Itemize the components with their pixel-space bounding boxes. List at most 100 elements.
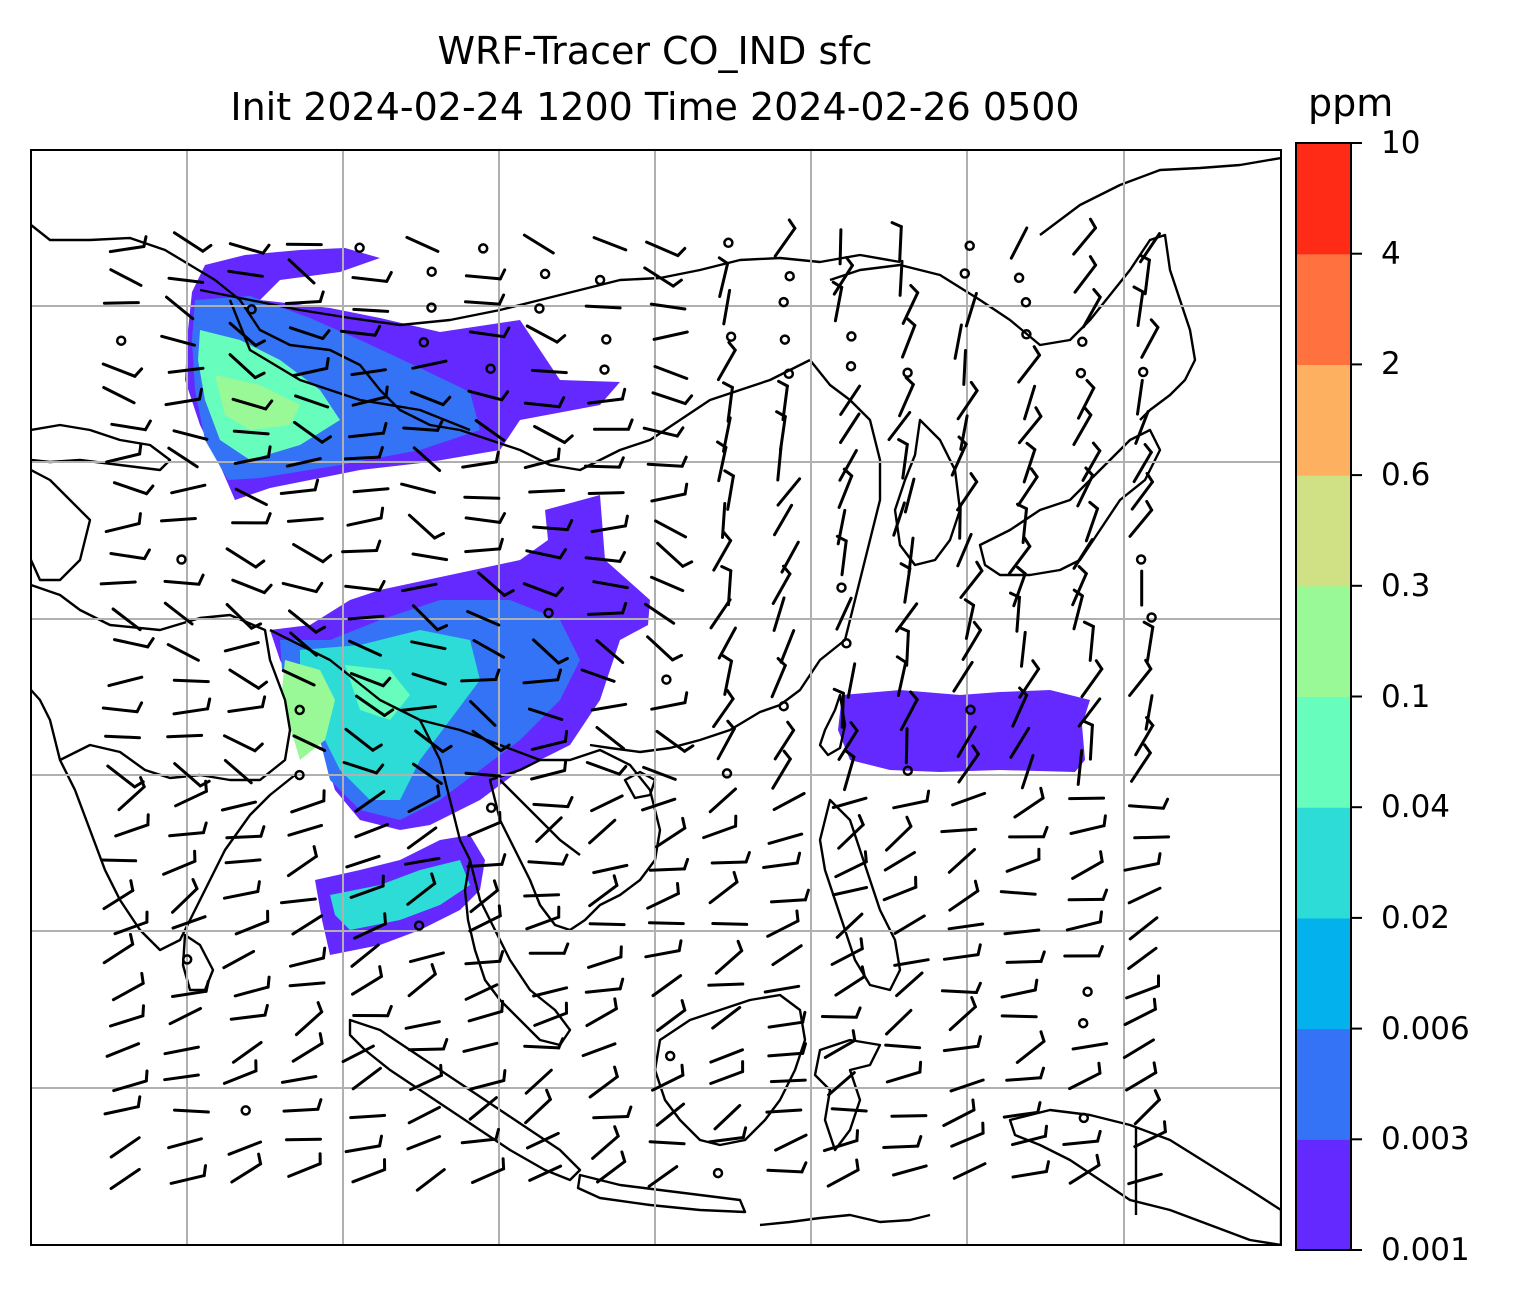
wind-barb-feather — [556, 668, 562, 682]
wind-barb-feather — [1152, 1061, 1158, 1075]
wind-barb — [884, 1043, 922, 1050]
wind-barb-feather — [1085, 379, 1096, 390]
colorbar-segment — [1296, 917, 1351, 1030]
wind-barb-feather — [741, 1126, 748, 1139]
calm-wind-circle — [1013, 272, 1025, 284]
wind-barb-feather — [498, 537, 504, 551]
wind-barb-feather — [494, 450, 500, 464]
wind-barb — [1084, 507, 1099, 543]
wind-barb — [294, 394, 330, 409]
colorbar-segment — [1296, 807, 1351, 919]
wind-barb — [907, 536, 915, 574]
coastline-china-east — [589, 359, 882, 754]
wind-barb-feather — [261, 243, 271, 255]
calm-wind-circle — [181, 954, 193, 965]
wind-barb — [901, 323, 917, 359]
wind-barb — [400, 705, 437, 712]
wind-barb — [522, 582, 558, 598]
wind-barb — [823, 1039, 857, 1059]
wind-barb — [526, 1131, 560, 1150]
wind-barb — [776, 444, 783, 482]
calm-wind-circle — [964, 240, 975, 252]
wind-barb-feather — [972, 620, 982, 632]
wind-barb — [1136, 378, 1144, 416]
wind-barb-feather — [1045, 1160, 1050, 1173]
wind-barb — [290, 799, 326, 814]
wind-barb-feather — [720, 565, 733, 573]
wind-barb — [109, 1136, 141, 1159]
wind-barb — [648, 1140, 686, 1146]
wind-barb-feather — [1092, 288, 1102, 299]
coastline-hainan — [623, 770, 657, 800]
coastline-lesser-sunda — [759, 1213, 931, 1227]
wind-barb — [1128, 804, 1165, 810]
wind-barb-feather — [1097, 945, 1104, 958]
wind-barb — [468, 330, 506, 339]
wind-barb — [288, 326, 325, 340]
wind-barb — [228, 242, 265, 255]
colorbar-ticks — [1351, 142, 1362, 1251]
wind-barb-feather — [681, 560, 694, 568]
wind-barb — [351, 974, 383, 996]
wind-barb-feather — [563, 759, 568, 772]
wind-barb-feather — [378, 965, 383, 978]
wind-barb-feather — [1032, 345, 1041, 357]
wind-barb — [173, 762, 202, 788]
wind-barb — [717, 445, 728, 483]
wind-barb — [647, 1165, 679, 1188]
wind-barb — [584, 304, 622, 310]
wind-barb — [411, 672, 447, 686]
wind-barb — [464, 274, 502, 281]
wind-barb — [345, 854, 381, 869]
wind-barb-feather — [497, 293, 506, 306]
wind-barb — [1125, 1071, 1158, 1092]
wind-barb-feather — [617, 765, 628, 776]
wind-barb-feather — [909, 284, 920, 295]
wind-barb-feather — [976, 943, 982, 957]
wind-barb-feather — [725, 689, 735, 701]
wind-barb — [222, 890, 260, 900]
wind-barb — [1068, 1163, 1101, 1185]
wind-barb-feather — [918, 1060, 923, 1074]
wind-barb-feather — [681, 816, 687, 830]
wind-barb — [474, 419, 506, 442]
wind-barb-feather — [1029, 467, 1039, 479]
calm-wind-circle — [661, 674, 672, 685]
wind-barb — [905, 629, 910, 667]
wind-barb-feather — [384, 385, 389, 399]
wind-barb — [646, 892, 680, 910]
wind-barb — [111, 981, 145, 1002]
wind-barb-feather — [680, 455, 688, 468]
wind-barb — [1123, 1007, 1157, 1026]
wind-barb — [899, 698, 919, 732]
colorbar-segment — [1296, 253, 1351, 365]
wind-barb-feather — [502, 326, 511, 339]
wind-barb-feather — [321, 329, 331, 340]
wind-barb — [282, 1107, 320, 1113]
wind-barb — [832, 263, 854, 296]
wind-barb — [952, 1162, 987, 1180]
wind-barb — [535, 816, 563, 843]
wind-barb — [401, 582, 438, 593]
wind-barb — [172, 678, 210, 684]
wind-barb — [718, 262, 730, 298]
wind-barb — [588, 922, 626, 927]
wind-barb-feather — [314, 625, 327, 634]
wind-barb — [1127, 886, 1162, 905]
wind-barb — [964, 603, 976, 640]
wind-barb-feather — [494, 668, 501, 681]
wind-barb — [524, 1068, 553, 1095]
wind-barb — [400, 482, 436, 495]
calm-wind-circle — [426, 302, 437, 313]
calm-wind-circle — [1137, 366, 1149, 378]
wind-barb — [770, 898, 807, 904]
wind-barb-feather — [744, 851, 751, 864]
wind-barb — [351, 1066, 382, 1091]
wind-barb — [711, 922, 749, 926]
wind-barb-feather — [916, 1135, 923, 1148]
wind-barb — [346, 516, 383, 527]
wind-barb-feather — [133, 367, 144, 378]
wind-barb-feather — [905, 317, 917, 327]
wind-barb-feather — [267, 445, 272, 459]
wind-barb-feather — [430, 963, 437, 976]
